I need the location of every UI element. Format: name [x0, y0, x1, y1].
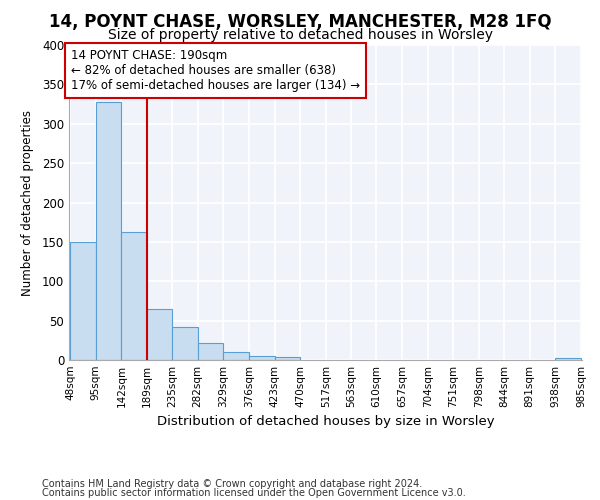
Bar	[70, 242, 96, 360]
Text: Contains public sector information licensed under the Open Government Licence v3: Contains public sector information licen…	[42, 488, 466, 498]
Bar	[172, 327, 197, 360]
Text: Size of property relative to detached houses in Worsley: Size of property relative to detached ho…	[107, 28, 493, 42]
Bar	[275, 357, 300, 360]
X-axis label: Distribution of detached houses by size in Worsley: Distribution of detached houses by size …	[157, 416, 494, 428]
Bar	[249, 356, 275, 360]
Y-axis label: Number of detached properties: Number of detached properties	[20, 110, 34, 296]
Text: 14 POYNT CHASE: 190sqm
← 82% of detached houses are smaller (638)
17% of semi-de: 14 POYNT CHASE: 190sqm ← 82% of detached…	[71, 49, 361, 92]
Bar	[223, 352, 249, 360]
Text: 14, POYNT CHASE, WORSLEY, MANCHESTER, M28 1FQ: 14, POYNT CHASE, WORSLEY, MANCHESTER, M2…	[49, 12, 551, 30]
Bar	[197, 342, 223, 360]
Bar	[96, 102, 121, 360]
Text: Contains HM Land Registry data © Crown copyright and database right 2024.: Contains HM Land Registry data © Crown c…	[42, 479, 422, 489]
Bar	[147, 309, 172, 360]
Bar	[121, 232, 147, 360]
Bar	[555, 358, 581, 360]
